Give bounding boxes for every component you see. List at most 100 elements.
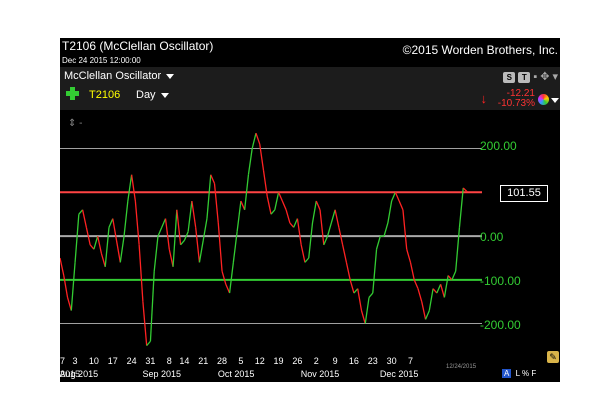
chevron-down-icon[interactable] [551, 98, 559, 103]
series-segment [210, 174, 216, 184]
expand-icon[interactable]: ⇕ ‑ [68, 118, 83, 129]
scale-log-button[interactable]: L [515, 369, 520, 378]
plot-area[interactable] [60, 38, 560, 382]
pencil-icon[interactable]: ✎ [547, 351, 559, 363]
chart-datetime: Dec 24 2015 12:00:00 [62, 56, 141, 65]
series-segment [130, 174, 137, 202]
series-segment [323, 235, 329, 246]
series-segment [104, 227, 110, 267]
y-tick-label: -100.00 [480, 274, 521, 288]
series-segment [296, 218, 302, 245]
series-segment [202, 218, 208, 241]
style-icon[interactable]: S [503, 71, 516, 83]
color-palette-icon[interactable] [538, 94, 549, 105]
series-segment [85, 227, 91, 245]
x-tick-label: 17 [107, 356, 118, 366]
x-tick-label: 2 [313, 356, 319, 366]
x-month-label: Sep 2015 [142, 369, 181, 379]
series-segment [78, 209, 84, 215]
series-segment [353, 288, 359, 294]
series-segment [285, 209, 291, 224]
series-segment [334, 209, 340, 228]
x-tick-label: 31 [145, 356, 156, 366]
period-dropdown[interactable]: Day [136, 89, 169, 101]
series-segment [221, 270, 227, 285]
scale-fixed-button[interactable]: F [531, 369, 537, 378]
series-segment [326, 222, 332, 237]
series-segment [247, 148, 253, 175]
y-tick-label: -200.00 [480, 318, 521, 332]
indicator-dropdown[interactable]: McClellan Oscillator [64, 70, 175, 82]
x-month-label: Dec 2015 [379, 369, 419, 379]
series-segment [300, 244, 306, 263]
series-segment [342, 244, 348, 263]
series-segment [409, 262, 415, 281]
series-segment [228, 262, 234, 294]
crosshair-icon[interactable]: ✥ [540, 70, 550, 83]
scale-auto-button[interactable]: A [502, 369, 512, 378]
chart-window: T2106 (McClellan Oscillator) ©2015 Worde… [60, 38, 560, 382]
series-segment [421, 301, 427, 320]
series-segment [311, 200, 317, 224]
series-segment [244, 174, 250, 210]
series-segment [315, 200, 321, 211]
series-segment [240, 200, 246, 211]
series-segment [81, 209, 88, 228]
series-segment [391, 192, 396, 202]
x-month-label: Oct 2015 [217, 369, 255, 379]
series-segment [161, 218, 167, 228]
scale-controls: A L % F [502, 369, 536, 378]
series-segment [451, 270, 457, 281]
series-segment [138, 244, 144, 302]
series-segment [123, 200, 129, 237]
x-tick-label: 28 [217, 356, 228, 366]
series-segment [398, 200, 404, 211]
symbol-field[interactable]: T2106 [89, 89, 121, 101]
copyright-text: ©2015 Worden Brothers, Inc. [402, 43, 558, 57]
series-segment [259, 144, 265, 171]
change-readout: -12.21 -10.73% [498, 89, 535, 109]
series-segment [119, 236, 125, 263]
y-tick-label: 200.00 [480, 139, 517, 153]
x-month-label: Aug 2015 [60, 369, 99, 379]
series-segment [134, 200, 140, 245]
series-segment [93, 235, 99, 250]
series-segment [112, 218, 118, 241]
x-tick-label: 24 [126, 356, 137, 366]
series-segment [149, 271, 155, 342]
series-segment [115, 240, 121, 263]
series-segment [176, 209, 182, 245]
series-segment [368, 292, 374, 298]
add-icon[interactable] [66, 87, 79, 100]
x-tick-label: 14 [179, 356, 190, 366]
series-segment [89, 244, 95, 250]
x-tick-label: 9 [332, 356, 338, 366]
series-segment [281, 200, 287, 211]
series-segment [338, 227, 344, 245]
series-segment [225, 284, 231, 294]
scale-percent-button[interactable]: % [521, 369, 530, 378]
series-segment [74, 214, 80, 263]
series-segment [217, 222, 223, 272]
series-segment [60, 257, 65, 276]
type-icon[interactable]: T [518, 71, 531, 83]
x-tick-label: 5 [238, 356, 244, 366]
series-segment [428, 288, 434, 311]
x-tick-label: 19 [273, 356, 284, 366]
series-segment [319, 209, 325, 245]
series-segment [462, 187, 468, 193]
indicator-label: McClellan Oscillator [64, 70, 162, 82]
series-segment [357, 288, 363, 311]
chart-title: T2106 (McClellan Oscillator) [62, 39, 214, 53]
x-tick-label: 3 [72, 356, 78, 366]
series-segment [236, 200, 242, 232]
down-arrow-icon: ↓ [480, 91, 488, 106]
series-segment [274, 192, 280, 210]
series-segment [180, 240, 185, 246]
series-segment [262, 170, 268, 197]
series-segment [127, 174, 133, 202]
x-tick-label: 16 [348, 356, 359, 366]
series-segment [432, 288, 438, 294]
save-icon[interactable]: ▪ [533, 70, 538, 83]
menu-caret-icon[interactable]: ▾ [552, 70, 558, 83]
